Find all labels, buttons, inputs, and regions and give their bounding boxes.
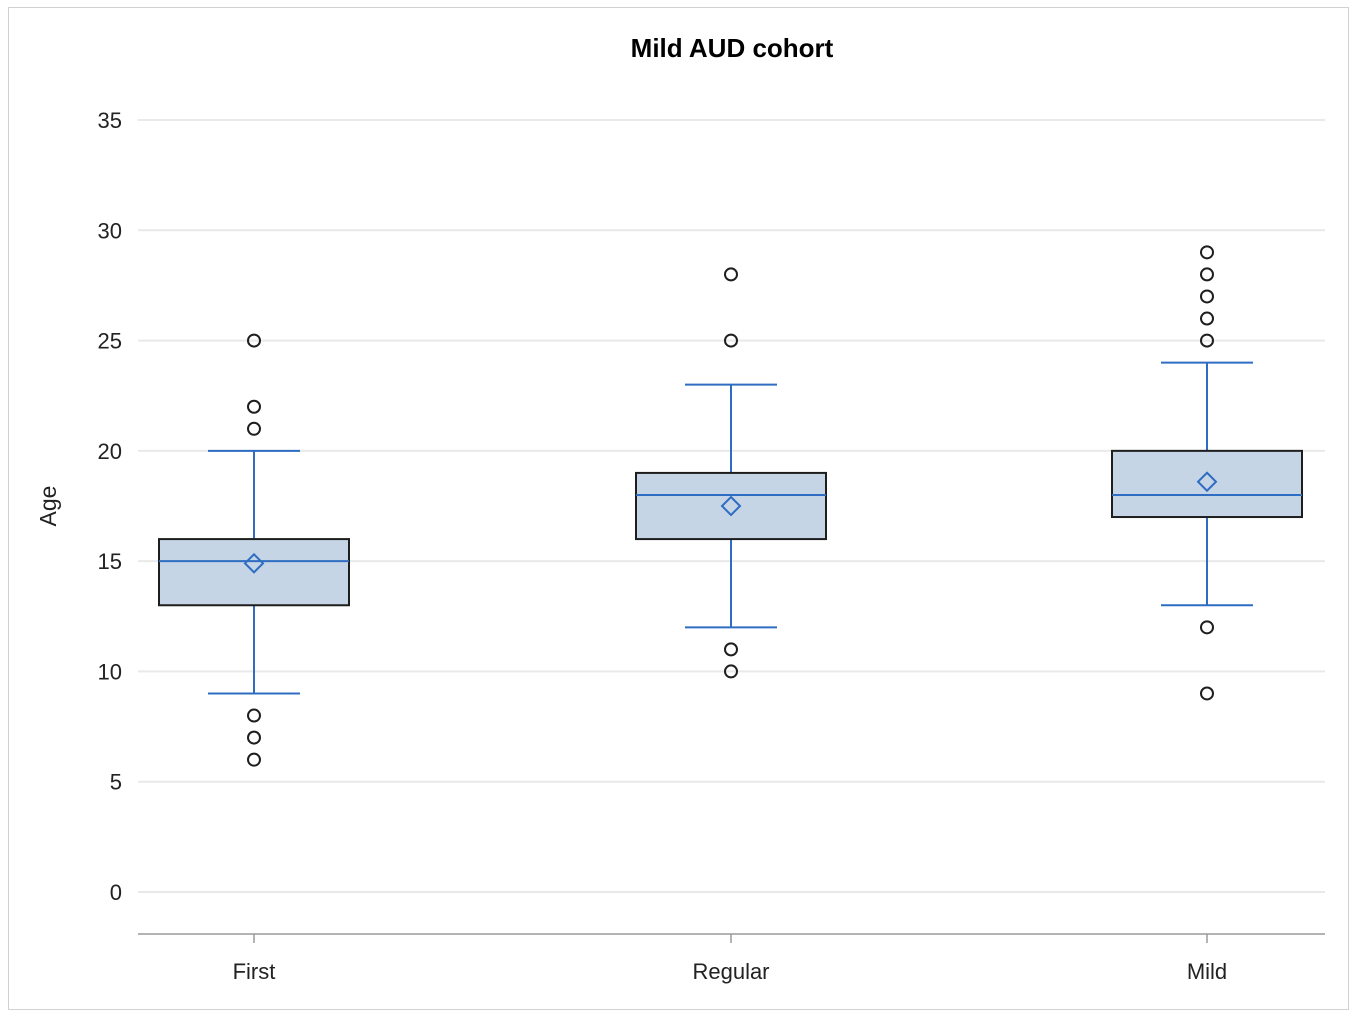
- x-tick-label-regular: Regular: [692, 959, 769, 984]
- box-first: [158, 333, 350, 767]
- outlier-point: [247, 730, 261, 745]
- outlier-point: [1200, 267, 1214, 282]
- y-axis-label: Age: [35, 486, 61, 527]
- outlier-point: [247, 399, 261, 414]
- outlier-point: [247, 333, 261, 348]
- outlier-point: [1200, 311, 1214, 326]
- outlier-point: [247, 752, 261, 767]
- outlier-point: [247, 421, 261, 436]
- x-tick-label-mild: Mild: [1187, 959, 1227, 984]
- chart-title: Mild AUD cohort: [631, 33, 834, 63]
- outlier-point: [1200, 289, 1214, 304]
- outlier-point: [1200, 245, 1214, 260]
- outlier-point: [247, 708, 261, 723]
- y-tick-label-15: 15: [98, 549, 122, 574]
- outlier-point: [724, 267, 738, 282]
- iqr-box: [635, 471, 827, 541]
- boxes: [158, 245, 1303, 767]
- outlier-point: [1200, 333, 1214, 348]
- x-axis: First Regular Mild: [138, 933, 1325, 984]
- y-tick-label-0: 0: [110, 880, 122, 905]
- mean-marker: [243, 552, 265, 574]
- outlier-point: [724, 642, 738, 657]
- outlier-point: [1200, 686, 1214, 701]
- y-tick-label-30: 30: [98, 218, 122, 243]
- outlier-point: [1200, 620, 1214, 635]
- outlier-point: [724, 333, 738, 348]
- outlier-point: [724, 664, 738, 679]
- mean-marker: [720, 495, 742, 517]
- box-mild: [1111, 245, 1303, 701]
- y-axis: 0 5 10 15 20 25 30 35: [98, 108, 122, 905]
- x-tick-label-first: First: [233, 959, 276, 984]
- y-tick-label-5: 5: [110, 770, 122, 795]
- iqr-box: [1111, 449, 1303, 519]
- y-tick-label-10: 10: [98, 659, 122, 684]
- y-tick-label-35: 35: [98, 108, 122, 133]
- mean-marker: [1196, 471, 1218, 493]
- y-tick-label-20: 20: [98, 439, 122, 464]
- y-tick-label-25: 25: [98, 329, 122, 354]
- box-regular: [635, 267, 827, 679]
